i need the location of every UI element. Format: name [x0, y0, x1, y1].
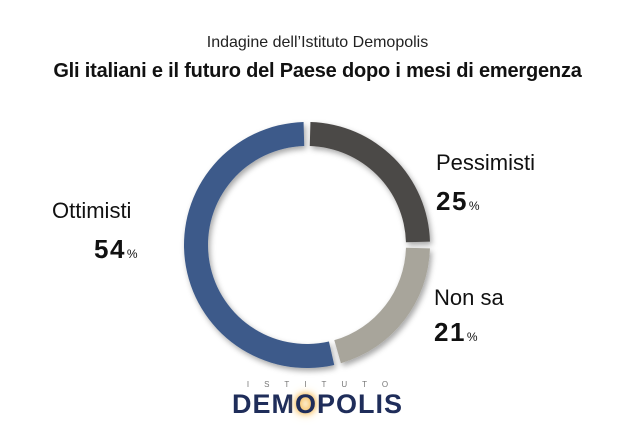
- value-non-sa-unit: %: [466, 330, 478, 344]
- donut-slice-non-sa: [334, 247, 430, 364]
- chart-subtitle: Indagine dell’Istituto Demopolis: [206, 34, 429, 51]
- value-non-sa: 21%: [434, 317, 478, 348]
- value-pessimisti-unit: %: [468, 199, 480, 213]
- logo-istituto-text: ISTITUTO: [246, 380, 404, 389]
- logo-part-2: POLIS: [317, 389, 404, 419]
- logo-o-mark: O: [294, 389, 317, 419]
- demopolis-logo: DEMOPOLIS: [0, 389, 635, 420]
- value-ottimisti-number: 54: [94, 234, 126, 264]
- value-non-sa-number: 21: [434, 317, 466, 347]
- chart-title: Gli italiani e il futuro del Paese dopo …: [53, 60, 582, 82]
- donut-slice-ottimisti: [183, 122, 335, 368]
- logo-part-1: DEM: [231, 389, 295, 419]
- label-pessimisti: Pessimisti: [436, 150, 536, 175]
- value-ottimisti-unit: %: [126, 247, 138, 261]
- label-ottimisti: Ottimisti: [52, 198, 132, 223]
- value-pessimisti-number: 25: [436, 186, 468, 216]
- value-ottimisti: 54%: [94, 234, 138, 265]
- donut-slice-pessimisti: [309, 122, 430, 243]
- label-non-sa: Non sa: [434, 285, 504, 310]
- value-pessimisti: 25%: [436, 186, 480, 217]
